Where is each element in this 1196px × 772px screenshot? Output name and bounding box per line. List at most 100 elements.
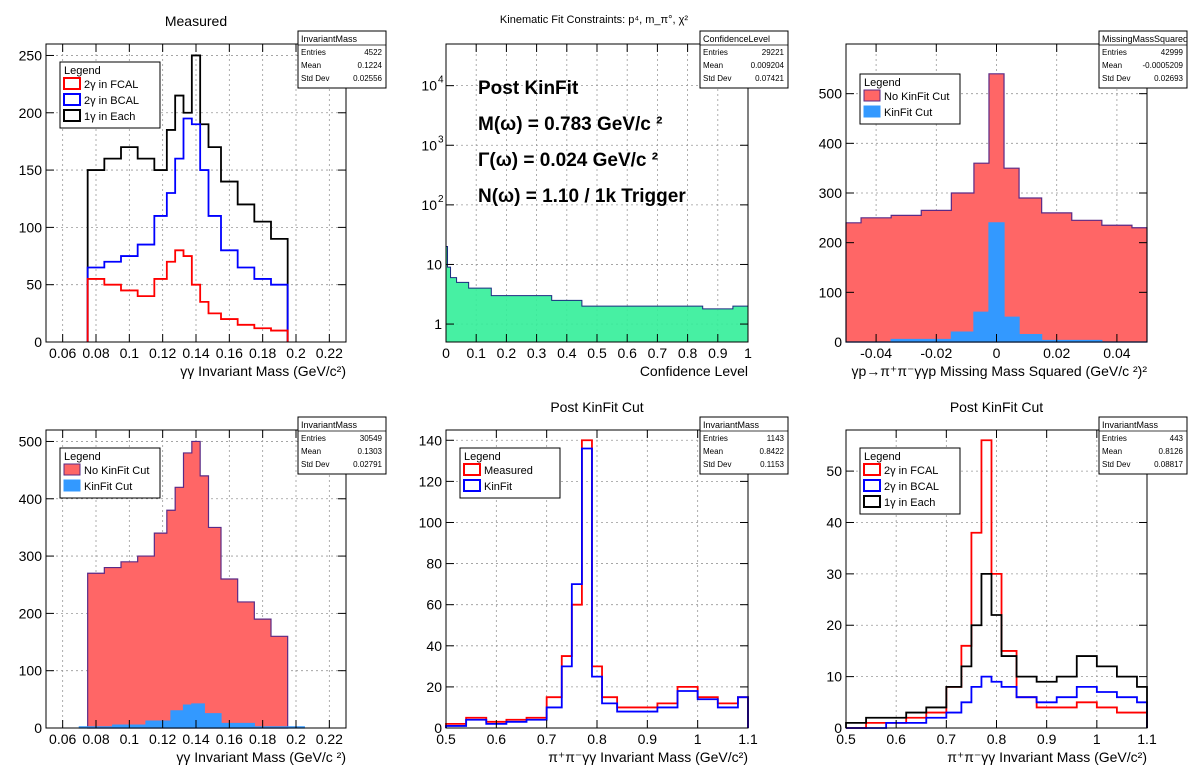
x-tick-label: 1.1 <box>1137 731 1157 747</box>
series-line-1 <box>445 246 749 342</box>
stats-box <box>297 30 387 89</box>
y-tick-label: 150 <box>19 162 43 178</box>
legend-swatch <box>463 479 481 492</box>
x-tick-label: 0.12 <box>149 345 176 361</box>
y-tick-label: 60 <box>426 597 442 613</box>
stats-box <box>297 416 387 475</box>
x-axis-label: γγ Invariant Mass (GeV/c ²) <box>176 749 346 765</box>
stats-label: Mean <box>703 61 723 70</box>
stats-box <box>1098 30 1188 89</box>
x-tick-label: 0.06 <box>49 731 76 747</box>
y-tick-label: 0 <box>434 720 442 736</box>
x-tick-label: 0.06 <box>49 345 76 361</box>
legend-label: No KinFit Cut <box>84 465 149 477</box>
y-tick-label: 300 <box>819 185 843 201</box>
x-tick-label: 0 <box>993 345 1001 361</box>
x-tick-label: 0.2 <box>286 731 306 747</box>
y-tick-label: 200 <box>819 235 843 251</box>
y-tick-label: 20 <box>826 617 842 633</box>
stats-label: Entries <box>301 48 326 57</box>
series-area-2 <box>78 703 305 729</box>
stats-label: Mean <box>301 447 321 456</box>
stats-label: Std Dev <box>703 74 731 83</box>
y-tick-label: 50 <box>26 277 42 293</box>
x-tick-label: 0.12 <box>149 731 176 747</box>
x-tick-label: 0.22 <box>316 731 343 747</box>
x-tick-label: 0.9 <box>638 731 658 747</box>
legend-title: Legend <box>64 65 101 77</box>
stats-label: Std Dev <box>703 460 731 469</box>
x-tick-label: 0.7 <box>537 731 557 747</box>
annotation-text: M(ω) = 0.783 GeV/c ² <box>478 114 662 135</box>
stats-title: MissingMassSquared <box>1102 34 1188 44</box>
legend-label: 1γ in Each <box>884 497 935 509</box>
y-tick-label: 400 <box>819 135 843 151</box>
stats-value: 4522 <box>364 48 382 57</box>
stats-value: 0.08817 <box>1154 460 1183 469</box>
series-line-3 <box>86 249 289 342</box>
y-tick-label: 200 <box>19 105 43 121</box>
y-tick-label: 120 <box>419 473 443 489</box>
x-tick-label: 0.9 <box>1037 731 1057 747</box>
x-tick-label: 0.7 <box>648 345 668 361</box>
series-line-3 <box>845 572 1148 728</box>
legend-title: Legend <box>864 77 901 89</box>
stats-value: 0.8126 <box>1159 447 1184 456</box>
stats-value: 29221 <box>762 48 785 57</box>
x-tick-label: 0.5 <box>587 345 607 361</box>
y-tick-label: 10 <box>426 256 442 272</box>
legend-label: KinFit Cut <box>884 107 932 119</box>
stats-value: 42999 <box>1161 48 1184 57</box>
x-tick-label: 0.7 <box>937 731 957 747</box>
x-tick-label: 0.6 <box>886 731 906 747</box>
y-tick-label: 100 <box>419 514 443 530</box>
stats-box <box>699 30 789 89</box>
legend-title: Legend <box>464 451 501 463</box>
x-tick-label: 0.3 <box>527 345 547 361</box>
legend-title: Legend <box>864 451 901 463</box>
y-tick-label: 0 <box>34 334 42 350</box>
y-tick-label: 200 <box>19 605 43 621</box>
stats-box <box>1098 416 1188 475</box>
stats-label: Entries <box>1102 434 1127 443</box>
y-tick-label: 40 <box>826 514 842 530</box>
series-line-2 <box>846 675 1148 729</box>
legend-label: 2γ in BCAL <box>884 481 939 493</box>
y-tick-label: 500 <box>19 433 43 449</box>
x-tick-label: 0.8 <box>678 345 698 361</box>
stats-label: Entries <box>703 48 728 57</box>
x-tick-label: -0.02 <box>920 345 952 361</box>
x-axis-label: γγ Invariant Mass (GeV/c²) <box>180 363 346 379</box>
y-tick-label: 100 <box>19 663 43 679</box>
x-tick-label: 0.08 <box>82 345 109 361</box>
x-tick-label: 0.18 <box>249 731 276 747</box>
stats-title: InvariantMass <box>1102 420 1159 430</box>
y-tick-label: 100 <box>19 219 43 235</box>
legend-swatch <box>63 463 81 476</box>
stats-label: Mean <box>1102 447 1122 456</box>
x-tick-label: 0.2 <box>286 345 306 361</box>
legend-label: Measured <box>484 465 533 477</box>
stats-value: 0.02693 <box>1154 74 1183 83</box>
legend-label: KinFit <box>484 481 512 493</box>
stats-box <box>699 416 789 475</box>
stats-value: 0.8422 <box>760 447 785 456</box>
y-tick-label: 10 <box>826 669 842 685</box>
stats-value: 1143 <box>767 434 785 443</box>
stats-value: 0.009204 <box>751 61 785 70</box>
x-tick-label: 0.14 <box>182 731 209 747</box>
legend-label: 2γ in BCAL <box>84 95 139 107</box>
y-tick-label: 0 <box>834 334 842 350</box>
stats-value: 0.1224 <box>358 61 383 70</box>
x-tick-label: 0.8 <box>587 731 607 747</box>
x-tick-label: 0.1 <box>466 345 486 361</box>
chart-panel-1: 0.06 0.08 0.1 0.12 0.14 0.16 0.18 0.2 0.22 0 50 100… <box>19 13 387 379</box>
x-tick-label: 1 <box>1093 731 1101 747</box>
annotation-text: Post KinFit <box>478 78 579 99</box>
x-tick-label: 1.1 <box>738 731 758 747</box>
x-tick-label: 0.04 <box>1103 345 1130 361</box>
stats-label: Mean <box>1102 61 1122 70</box>
stats-title: InvariantMass <box>703 420 760 430</box>
